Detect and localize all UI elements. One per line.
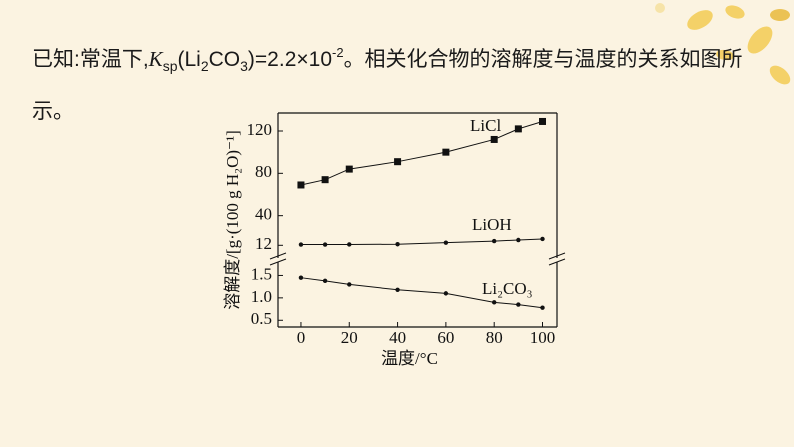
x-tick-label: 100 [530,328,556,347]
marker [514,125,522,133]
marker [540,305,545,310]
y-tick-label: 1.5 [251,264,272,283]
axis-break [269,252,287,260]
y-tick-label: 1.0 [251,287,272,306]
marker [443,240,449,245]
marker [490,135,498,143]
marker [539,117,547,125]
marker [516,302,521,307]
text: CO [208,48,241,71]
y-tick-label: 40 [255,205,272,224]
x-tick-label: 60 [437,328,454,347]
series-label: LiOH [472,215,512,234]
marker [322,242,328,247]
x-tick-label: 80 [486,328,503,347]
axis-break-gap [549,258,565,262]
text: 已知:常温下, [32,48,149,71]
y-tick-label: 0.5 [251,309,272,328]
series-line [300,238,543,246]
series-label: Li₂CO₃ [482,279,533,298]
marker [298,275,304,280]
text: sp [162,58,178,74]
axis-break [269,258,287,266]
flowers [655,3,791,85]
marker [395,242,400,247]
y-axis-label: 溶解度/[g·(100 g H₂O)⁻¹] [223,130,242,310]
text: )=2.2×10 [247,48,332,71]
marker [491,300,497,305]
marker [321,176,329,184]
intro-text: 已知:常温下,Ksp(Li2CO3)=2.2×10-2。相关化合物的溶解度与温度… [32,30,772,135]
y-tick-label: 12 [255,234,272,253]
text: 。相关化合物的溶解度与温度的关系如图所示。 [32,48,743,123]
x-axis-label: 温度/°C [381,349,438,368]
text: (Li [177,48,201,71]
marker [345,165,353,173]
marker [395,287,400,292]
text: 2 [200,58,209,74]
x-tick-label: 20 [341,328,358,347]
x-tick-label: 0 [297,328,306,347]
text: -2 [332,45,344,60]
marker [516,237,521,243]
axis-break-gap [270,258,286,262]
text: 3 [240,58,248,74]
axis-break [548,252,566,260]
marker [297,181,305,189]
marker [443,291,449,296]
marker [540,236,545,242]
y-tick-label: 120 [247,120,273,139]
series-line [300,120,543,186]
x-tick-label: 40 [389,328,406,347]
marker [347,242,352,247]
y-tick-label: 80 [255,162,272,181]
marker [347,282,352,287]
marker [298,242,304,247]
marker [322,278,328,284]
series-line [300,277,543,309]
marker [491,238,497,244]
text: K [148,47,163,71]
axis-break [548,258,566,266]
marker [442,148,450,156]
series-label: LiCl [470,116,501,135]
marker [394,158,402,166]
